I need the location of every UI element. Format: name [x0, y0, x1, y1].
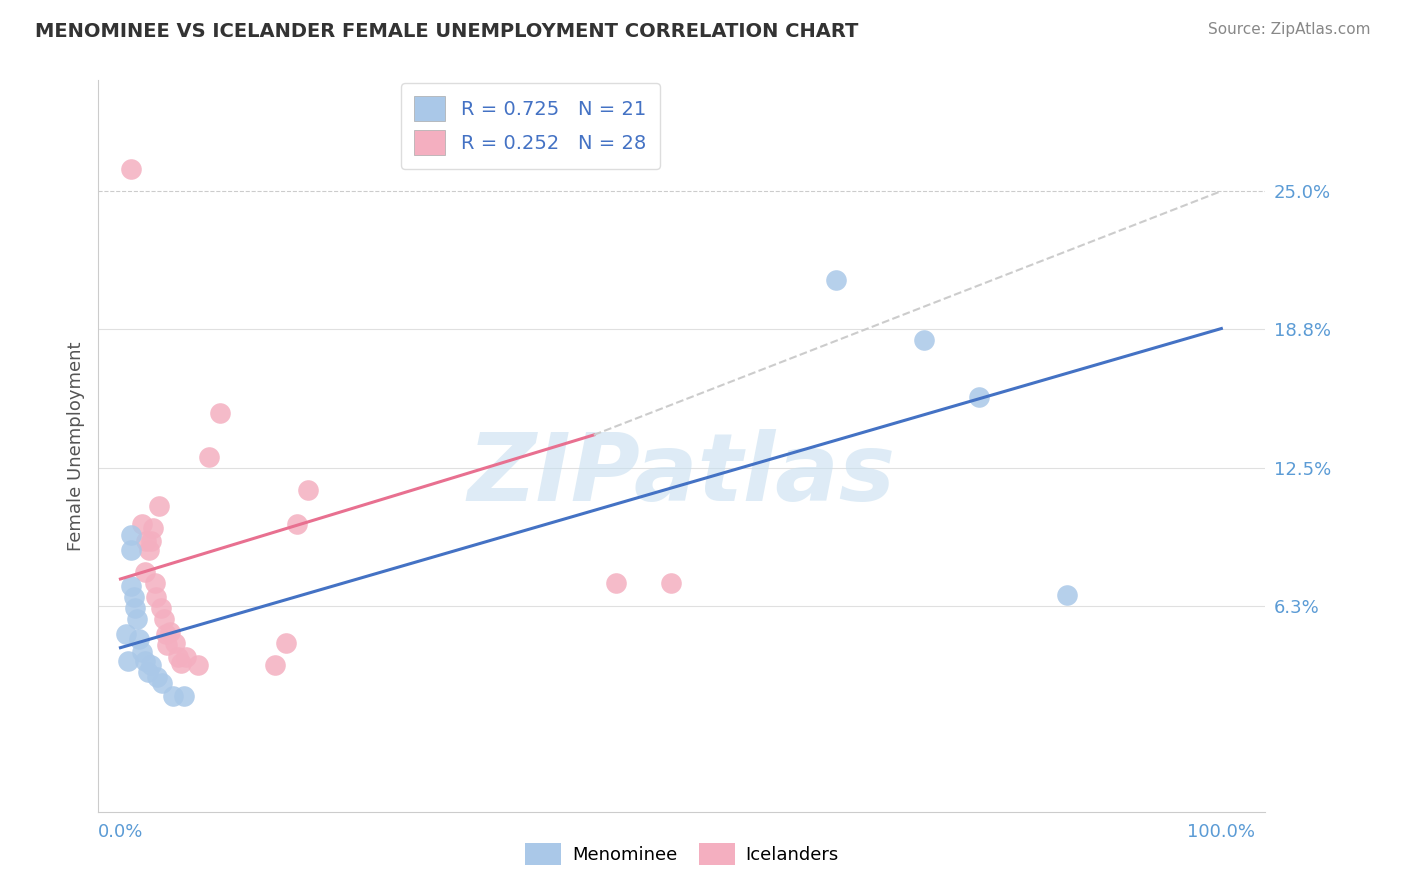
- Point: [285, 516, 308, 531]
- Point: [912, 333, 935, 347]
- Point: [146, 669, 169, 683]
- Point: [186, 658, 208, 673]
- Point: [967, 390, 990, 404]
- Point: [159, 625, 181, 640]
- Point: [297, 483, 319, 498]
- Point: [176, 649, 198, 664]
- Point: [134, 654, 156, 668]
- Point: [156, 639, 179, 653]
- Point: [131, 516, 153, 531]
- Point: [128, 632, 150, 646]
- Point: [162, 690, 184, 704]
- Y-axis label: Female Unemployment: Female Unemployment: [66, 342, 84, 550]
- Point: [120, 543, 142, 558]
- Point: [148, 499, 170, 513]
- Point: [166, 649, 188, 664]
- Point: [136, 665, 159, 679]
- Point: [120, 579, 142, 593]
- Point: [115, 627, 138, 641]
- Point: [134, 566, 156, 580]
- Point: [145, 590, 167, 604]
- Point: [165, 636, 187, 650]
- Point: [170, 657, 193, 671]
- Point: [825, 273, 848, 287]
- Point: [117, 654, 139, 668]
- Point: [173, 690, 195, 704]
- Legend: Menominee, Icelanders: Menominee, Icelanders: [517, 836, 846, 872]
- Point: [125, 612, 148, 626]
- Point: [1056, 587, 1078, 601]
- Text: MENOMINEE VS ICELANDER FEMALE UNEMPLOYMENT CORRELATION CHART: MENOMINEE VS ICELANDER FEMALE UNEMPLOYME…: [35, 22, 859, 41]
- Point: [605, 576, 627, 591]
- Point: [120, 161, 142, 176]
- Text: Source: ZipAtlas.com: Source: ZipAtlas.com: [1208, 22, 1371, 37]
- Point: [150, 600, 173, 615]
- Point: [131, 645, 153, 659]
- Point: [143, 576, 166, 591]
- Point: [659, 576, 682, 591]
- Point: [263, 658, 285, 673]
- Point: [197, 450, 219, 464]
- Point: [135, 534, 157, 549]
- Point: [155, 627, 177, 641]
- Point: [141, 658, 163, 673]
- Point: [124, 600, 146, 615]
- Point: [138, 543, 160, 558]
- Point: [141, 534, 163, 549]
- Text: ZIPatlas: ZIPatlas: [468, 429, 896, 521]
- Point: [274, 636, 297, 650]
- Point: [150, 676, 173, 690]
- Point: [142, 521, 165, 535]
- Point: [208, 406, 231, 420]
- Point: [120, 527, 142, 541]
- Point: [153, 612, 176, 626]
- Point: [122, 590, 145, 604]
